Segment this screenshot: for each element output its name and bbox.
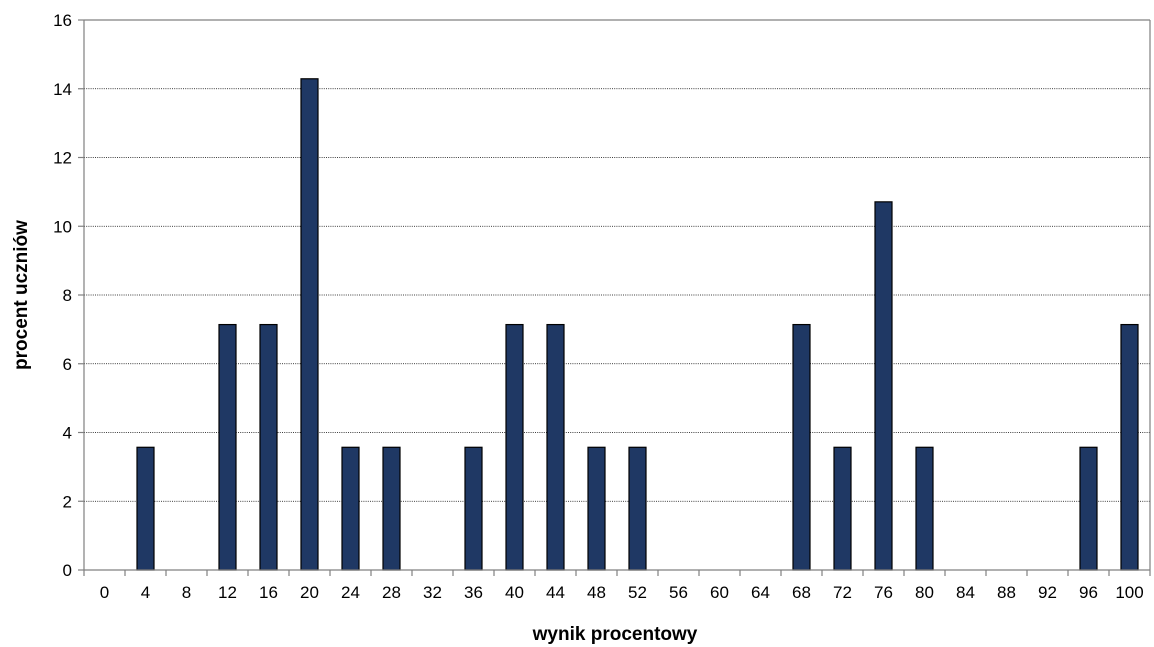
y-axis-title: procent uczniów — [11, 220, 32, 370]
x-tick-label: 40 — [505, 583, 524, 602]
bar-16 — [259, 323, 278, 571]
bar-44 — [546, 323, 565, 571]
bar-76 — [874, 201, 893, 571]
x-tick-label: 84 — [956, 583, 975, 602]
y-tick-label: 2 — [63, 492, 72, 511]
x-tick-label: 52 — [628, 583, 647, 602]
x-tick-label: 36 — [464, 583, 483, 602]
gridlines — [84, 88, 1150, 502]
x-tick-labels: 0 4 8 12 16 20 24 28 32 36 40 44 48 52 56 60 64 68 72 76 80 8… — [100, 583, 1144, 602]
x-tick-label: 4 — [141, 583, 150, 602]
y-tick-label: 4 — [63, 424, 72, 443]
bar-80 — [915, 446, 934, 571]
x-tick-label: 96 — [1079, 583, 1098, 602]
x-tick-label: 20 — [300, 583, 319, 602]
x-tick-label: 88 — [997, 583, 1016, 602]
x-tick-label: 64 — [751, 583, 770, 602]
x-tick-label: 32 — [423, 583, 442, 602]
x-tick-label: 28 — [382, 583, 401, 602]
bar-4 — [136, 446, 155, 571]
x-tick-label: 16 — [259, 583, 278, 602]
x-tick-label: 8 — [182, 583, 191, 602]
bar-20 — [300, 78, 319, 571]
x-tick-label: 68 — [792, 583, 811, 602]
bar-52 — [628, 446, 647, 571]
y-tick-label: 12 — [53, 149, 72, 168]
bar-100 — [1120, 323, 1139, 571]
bar-24 — [341, 446, 360, 571]
x-tick-label: 48 — [587, 583, 606, 602]
x-tick-label: 44 — [546, 583, 565, 602]
bar-28 — [382, 446, 401, 571]
x-tick-label: 100 — [1115, 583, 1143, 602]
y-tick-label: 6 — [63, 355, 72, 374]
x-tick-label: 24 — [341, 583, 360, 602]
bar-68 — [792, 323, 811, 571]
y-tick-label: 16 — [53, 11, 72, 30]
y-tick-label: 0 — [63, 561, 72, 580]
x-axis-title: wynik procentowy — [532, 624, 698, 645]
y-tick-label: 8 — [63, 286, 72, 305]
x-tick-label: 80 — [915, 583, 934, 602]
bar-40 — [505, 323, 524, 571]
x-tick-label: 0 — [100, 583, 109, 602]
bar-96 — [1079, 446, 1098, 571]
y-tick-label: 10 — [53, 217, 72, 236]
axes — [78, 19, 1151, 576]
x-tick-label: 76 — [874, 583, 893, 602]
y-tick-labels: 0 2 4 6 8 10 12 14 16 — [53, 11, 72, 580]
bar-12 — [218, 323, 237, 571]
x-tick-label: 12 — [218, 583, 237, 602]
x-tick-label: 72 — [833, 583, 852, 602]
x-tick-label: 92 — [1038, 583, 1057, 602]
x-tick-label: 60 — [710, 583, 729, 602]
bar-36 — [464, 446, 483, 571]
bar-72 — [833, 446, 852, 571]
x-tick-label: 56 — [669, 583, 688, 602]
bar-48 — [587, 446, 606, 571]
bars — [136, 78, 1139, 571]
y-tick-label: 14 — [53, 80, 72, 99]
